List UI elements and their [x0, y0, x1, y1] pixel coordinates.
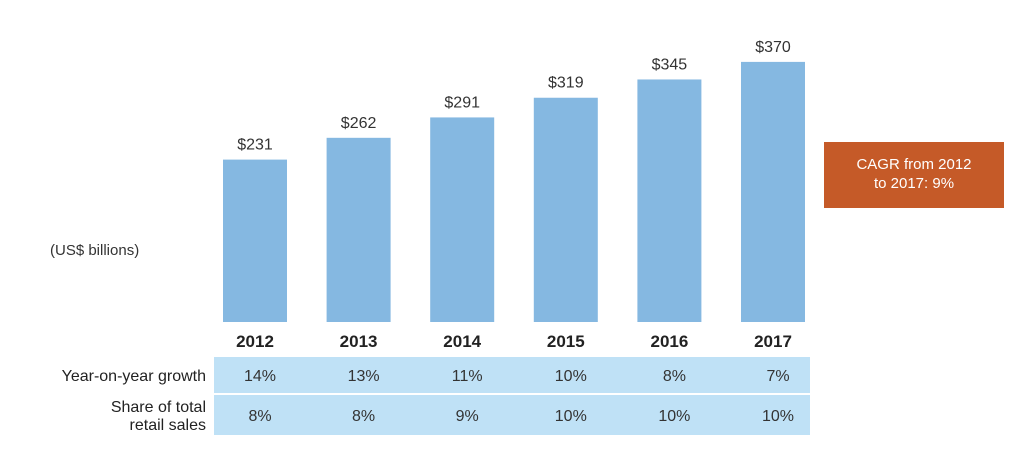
value-label-2017: $370	[755, 39, 791, 56]
year-label-2014: 2014	[443, 332, 481, 351]
bar-2017	[741, 61, 805, 322]
value-label-2014: $291	[444, 94, 480, 111]
value-label-2013: $262	[341, 115, 377, 132]
table-cell-2013: 8%	[352, 408, 375, 425]
year-label-2016: 2016	[650, 332, 688, 351]
cagr-text-line: CAGR from 2012	[856, 156, 971, 173]
table-row-band	[214, 357, 810, 393]
bar-2015	[533, 97, 598, 322]
table-cell-2014: 11%	[452, 368, 483, 385]
cagr-box	[824, 142, 1004, 208]
cagr-text-line: to 2017: 9%	[874, 175, 954, 192]
bars-group: $231 $262 $291 $319 $345 $370	[223, 39, 805, 322]
bar-2014	[430, 117, 495, 322]
bar-2012	[223, 159, 287, 322]
year-label-2015: 2015	[547, 332, 585, 351]
year-label-2012: 2012	[236, 332, 274, 351]
table-cell-2014: 9%	[456, 408, 479, 425]
table-cell-2016: 10%	[658, 408, 690, 425]
table-cell-2017: 10%	[762, 408, 794, 425]
value-label-2015: $319	[548, 75, 584, 92]
y-axis-unit-label: (US$ billions)	[50, 242, 139, 259]
value-label-2012: $231	[237, 137, 273, 154]
year-labels-group: 2012 2013 2014 2015 2016 2017	[236, 332, 792, 351]
bar-2016	[637, 79, 702, 322]
table-row-label: retail sales	[130, 417, 206, 434]
year-label-2013: 2013	[340, 332, 378, 351]
table-cell-2015: 10%	[555, 408, 587, 425]
bar-2013	[326, 137, 391, 322]
table-cell-2017: 7%	[766, 368, 789, 385]
table-row-label: Share of total	[111, 399, 206, 416]
table-cell-2012: 14%	[244, 368, 276, 385]
table-cell-2015: 10%	[555, 368, 587, 385]
value-label-2016: $345	[652, 56, 688, 73]
year-label-2017: 2017	[754, 332, 792, 351]
cagr-annotation: CAGR from 2012 to 2017: 9%	[824, 142, 1004, 208]
table-row-label: Year-on-year growth	[62, 368, 206, 385]
data-table: Year-on-year growth 14% 13% 11% 10% 8% 7% Share…	[62, 357, 810, 435]
table-cell-2012: 8%	[248, 408, 271, 425]
table-row-band	[214, 395, 810, 435]
table-cell-2013: 13%	[348, 368, 380, 385]
table-cell-2016: 8%	[663, 368, 686, 385]
